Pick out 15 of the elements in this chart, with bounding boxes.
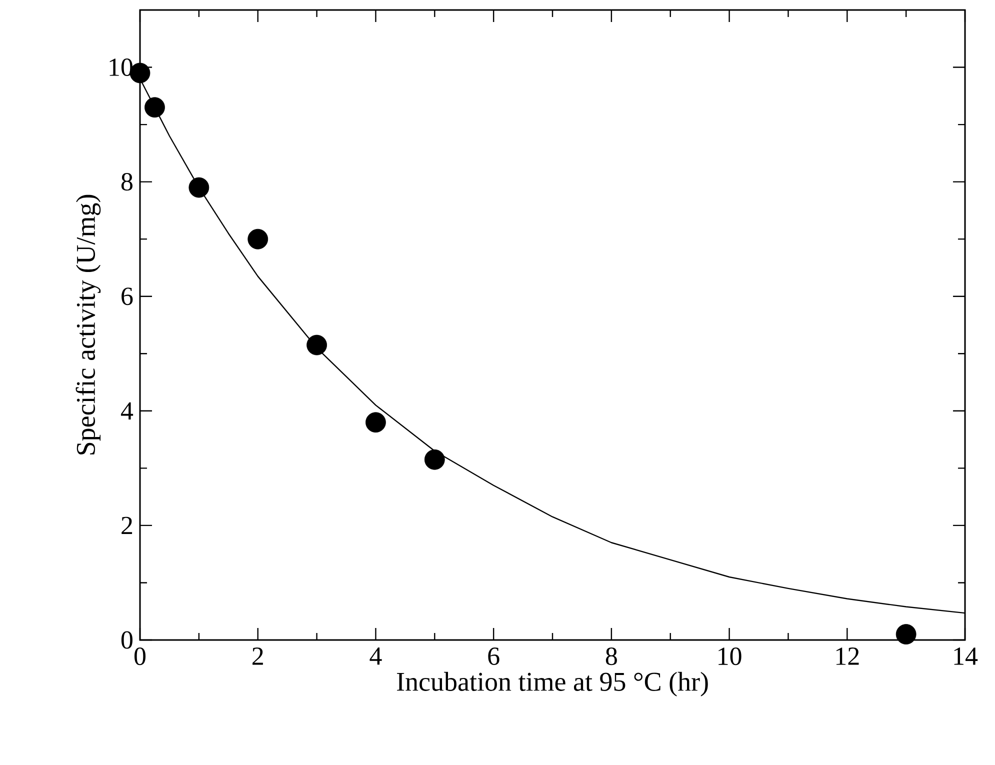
x-tick-label: 10 [718, 648, 742, 666]
x-tick-label: 2 [252, 648, 263, 665]
y-tick-label: 0 [121, 631, 132, 649]
x-tick-label: 8 [606, 648, 617, 666]
x-tick-label: 4 [370, 648, 382, 665]
x-tick-label: 0 [134, 648, 146, 666]
x-tick-label: 14 [954, 648, 978, 665]
y-tick-label: 4 [120, 402, 134, 420]
x-tick-label: 12 [836, 648, 859, 665]
x-axis-title: Incubation time at 95 °C (hr) [396, 672, 708, 696]
y-tick-label: 8 [121, 173, 132, 191]
x-tick-label: 6 [488, 648, 500, 665]
y-axis-title: Specific activity (U/mg) [76, 194, 101, 454]
y-tick-label: 2 [122, 516, 132, 534]
y-tick-label: 6 [122, 288, 133, 306]
